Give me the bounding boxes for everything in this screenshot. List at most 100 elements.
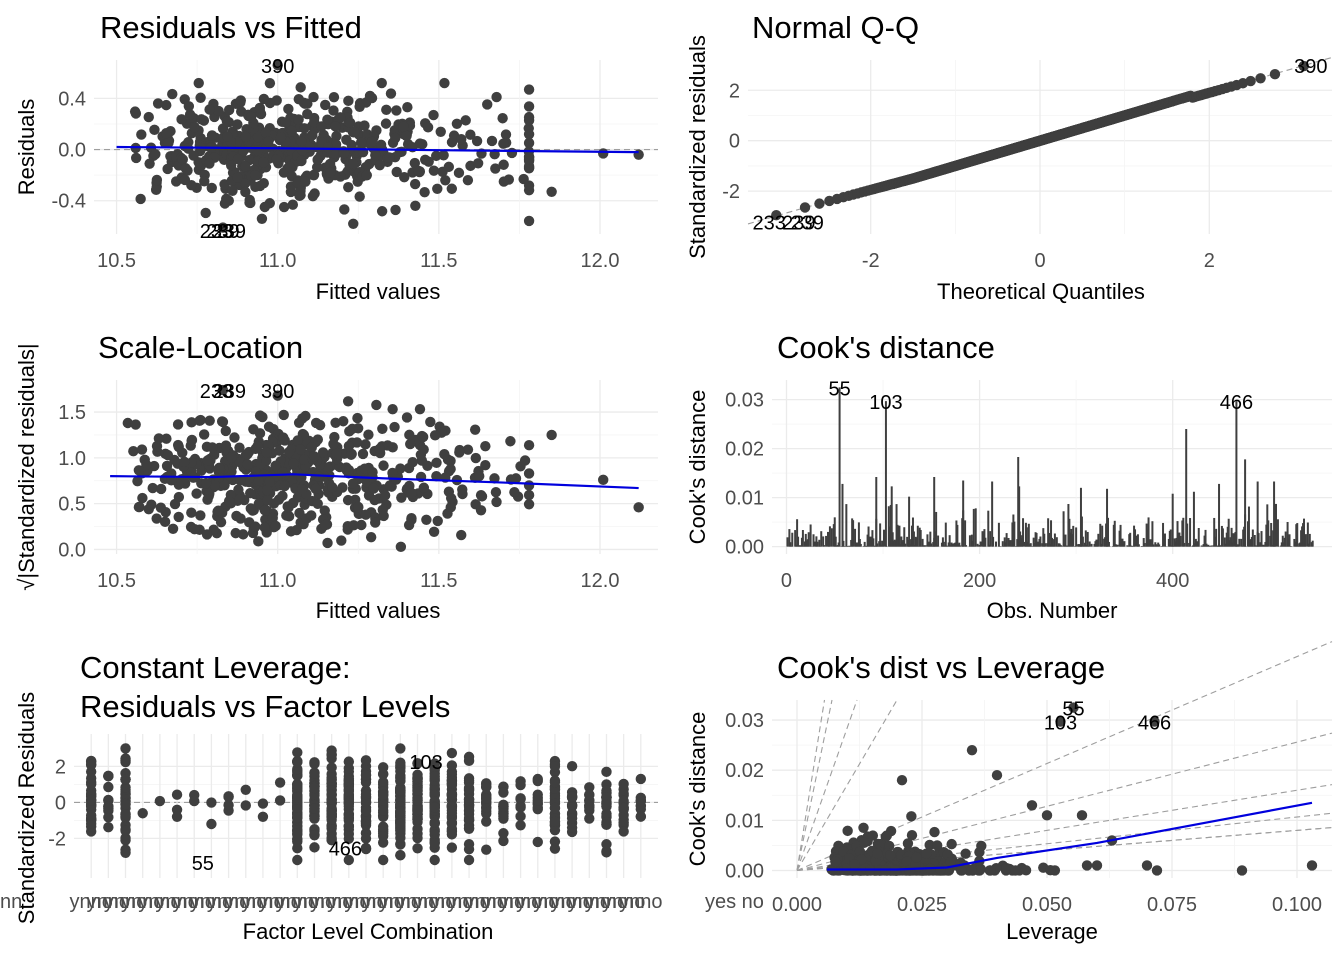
data-point (150, 149, 161, 160)
panel-title: Constant Leverage: (80, 650, 351, 685)
data-point (235, 95, 246, 106)
obs-label: 390 (261, 381, 294, 403)
x-tick-label: 11.0 (259, 250, 296, 272)
data-point (326, 750, 337, 761)
obs-label: 55 (192, 853, 214, 875)
data-point (359, 120, 370, 131)
data-point (223, 791, 234, 803)
data-point (799, 202, 811, 213)
data-point (395, 541, 407, 553)
data-point (296, 155, 307, 167)
data-point (103, 803, 114, 814)
data-point (854, 846, 866, 857)
x-tick-label: ynno (104, 891, 147, 913)
data-point (395, 806, 406, 817)
data-point (312, 498, 323, 509)
data-point (429, 838, 440, 849)
obs-label: 239 (206, 221, 239, 243)
data-point (1055, 716, 1066, 727)
data-point (292, 836, 303, 847)
data-point (240, 131, 252, 142)
data-point (249, 170, 261, 181)
panel-title: Scale-Location (98, 330, 303, 365)
contour-line (796, 641, 1333, 871)
data-point (294, 190, 305, 202)
data-point (902, 838, 914, 849)
data-point (242, 459, 253, 470)
data-point (412, 786, 423, 797)
data-point (222, 131, 233, 142)
x-tick-label: ynno (138, 891, 181, 913)
x-tick-label: ynno (121, 891, 164, 913)
data-point (1149, 716, 1160, 727)
data-point (584, 789, 595, 801)
p2-panel: -2 0 2 -2 0 2 Normal Q-Q Theoretical Quantiles S… (685, 10, 1333, 304)
data-point (307, 129, 318, 141)
data-point (635, 803, 647, 815)
data-point (618, 802, 629, 814)
data-point (491, 496, 502, 508)
x-axis-title: Fitted values (316, 598, 441, 623)
data-point (292, 756, 303, 768)
data-point (136, 444, 148, 455)
y-tick-label: 0.01 (725, 810, 764, 832)
data-point (154, 795, 166, 807)
data-point (348, 218, 359, 229)
data-point (1020, 865, 1032, 876)
data-point (412, 772, 423, 783)
data-point (445, 493, 457, 504)
data-point (235, 475, 246, 486)
x-tick-label: 0.025 (897, 894, 947, 916)
data-point (306, 442, 317, 453)
data-point (344, 426, 355, 437)
data-point (214, 462, 225, 474)
data-point (457, 484, 468, 495)
data-point (283, 446, 295, 458)
data-point (271, 154, 282, 165)
data-point (380, 118, 392, 129)
data-point (463, 782, 475, 794)
data-point (177, 154, 189, 165)
data-point (357, 448, 369, 460)
data-point (498, 835, 509, 847)
data-point (906, 811, 917, 822)
data-point (395, 757, 406, 768)
panel-title: Cook's dist vs Leverage (777, 650, 1105, 685)
data-point (310, 417, 322, 429)
data-point (814, 198, 825, 209)
data-point (195, 414, 206, 426)
x-tick-label: ynno (568, 891, 611, 913)
data-point (360, 842, 372, 854)
data-point (618, 788, 629, 799)
x-tick-label: ynno (482, 891, 525, 913)
data-point (284, 161, 296, 173)
data-point (253, 475, 264, 486)
data-point (343, 854, 355, 866)
data-point (429, 430, 441, 441)
data-point (431, 470, 442, 482)
data-point (490, 487, 502, 498)
data-point (152, 98, 164, 109)
data-point (438, 150, 449, 161)
data-point (523, 480, 535, 491)
data-point (377, 805, 389, 816)
data-point (498, 828, 509, 839)
data-point (1306, 860, 1318, 871)
data-point (326, 789, 337, 801)
data-point (309, 782, 320, 794)
data-point (307, 190, 319, 202)
data-point (338, 148, 350, 159)
x-tick-label: 400 (1156, 570, 1189, 592)
data-point (155, 483, 167, 495)
data-point (422, 122, 434, 133)
data-point (317, 447, 329, 458)
x-tick-label: 12.0 (581, 570, 620, 592)
data-point (601, 847, 612, 858)
data-point (546, 186, 557, 197)
data-point (407, 457, 418, 468)
x-tick-label: 11.0 (259, 570, 296, 592)
data-point (193, 77, 204, 89)
data-point (312, 154, 323, 166)
data-point (974, 865, 985, 876)
